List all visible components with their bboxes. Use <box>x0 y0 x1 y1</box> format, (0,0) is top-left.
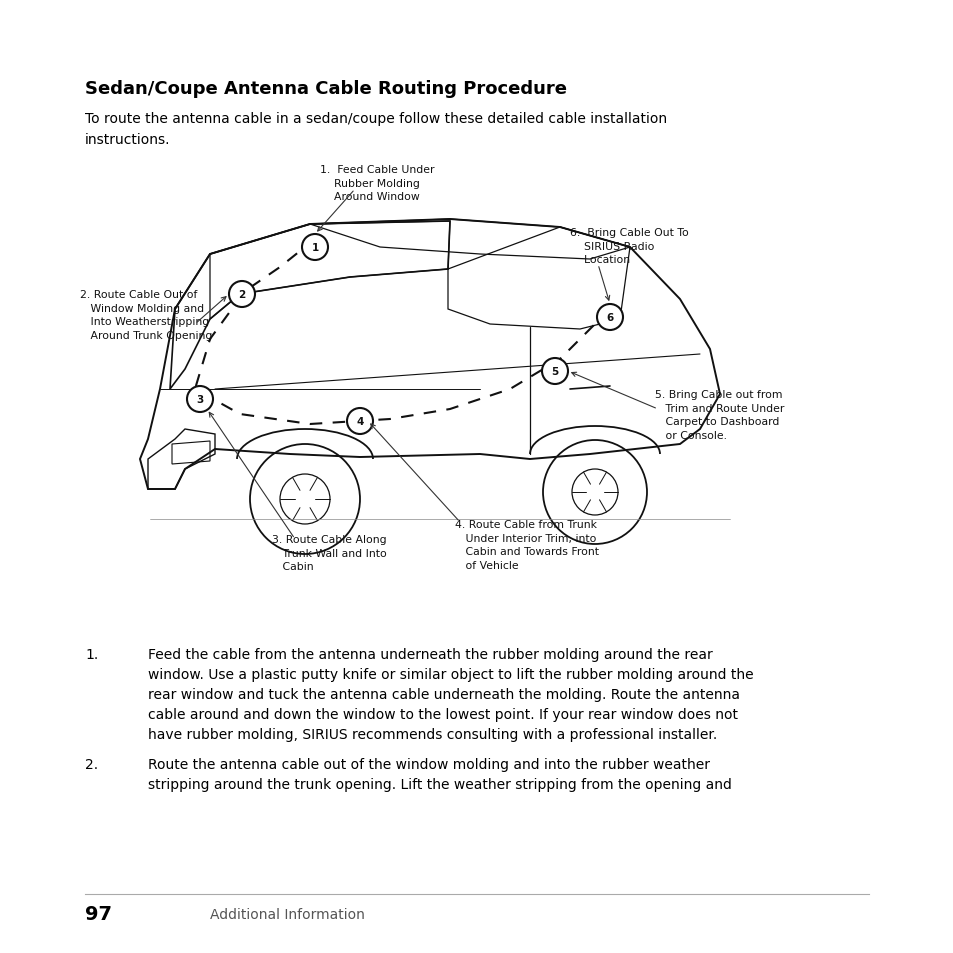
Circle shape <box>541 358 567 385</box>
Text: Feed the cable from the antenna underneath the rubber molding around the rear
wi: Feed the cable from the antenna undernea… <box>148 647 753 741</box>
Text: 3: 3 <box>196 395 203 405</box>
Text: 2. Route Cable Out of
   Window Molding and
   Into Weatherstripping
   Around T: 2. Route Cable Out of Window Molding and… <box>80 290 213 340</box>
Text: Sedan/Coupe Antenna Cable Routing Procedure: Sedan/Coupe Antenna Cable Routing Proced… <box>85 80 566 98</box>
Text: 2.: 2. <box>85 758 98 771</box>
Text: 5. Bring Cable out from
   Trim and Route Under
   Carpet to Dashboard
   or Con: 5. Bring Cable out from Trim and Route U… <box>655 390 783 440</box>
Text: 5: 5 <box>551 367 558 376</box>
Text: Route the antenna cable out of the window molding and into the rubber weather
st: Route the antenna cable out of the windo… <box>148 758 731 791</box>
Circle shape <box>347 409 373 435</box>
Text: 2: 2 <box>238 290 245 299</box>
Text: 97: 97 <box>85 904 112 923</box>
Circle shape <box>302 234 328 261</box>
Text: 4: 4 <box>355 416 363 427</box>
Text: 1.: 1. <box>85 647 98 661</box>
Circle shape <box>229 282 254 308</box>
Text: 1.  Feed Cable Under
    Rubber Molding
    Around Window: 1. Feed Cable Under Rubber Molding Aroun… <box>319 165 434 202</box>
Text: To route the antenna cable in a sedan/coupe follow these detailed cable installa: To route the antenna cable in a sedan/co… <box>85 112 666 147</box>
Text: 6: 6 <box>606 313 613 323</box>
Text: 4. Route Cable from Trunk
   Under Interior Trim, into
   Cabin and Towards Fron: 4. Route Cable from Trunk Under Interior… <box>455 519 598 570</box>
Text: 6.  Bring Cable Out To
    SIRIUS Radio
    Location: 6. Bring Cable Out To SIRIUS Radio Locat… <box>569 228 688 265</box>
Text: Additional Information: Additional Information <box>210 907 364 921</box>
Circle shape <box>597 305 622 331</box>
Circle shape <box>187 387 213 413</box>
Text: 3. Route Cable Along
   Trunk Wall and Into
   Cabin: 3. Route Cable Along Trunk Wall and Into… <box>272 535 386 572</box>
Text: 1: 1 <box>311 243 318 253</box>
